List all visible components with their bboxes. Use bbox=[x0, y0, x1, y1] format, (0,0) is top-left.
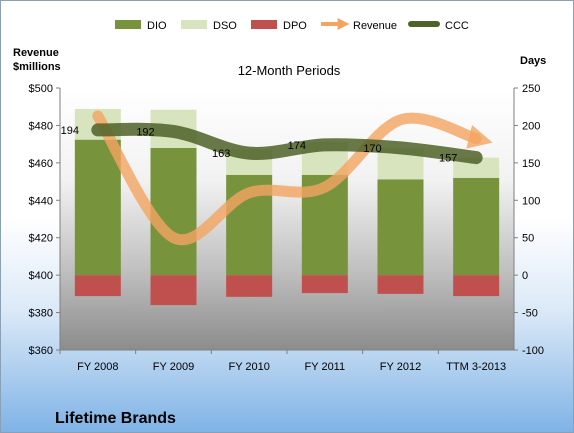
legend-label-ccc: CCC bbox=[445, 20, 469, 32]
right-axis-tick-label: -50 bbox=[522, 308, 538, 320]
left-axis-tick-label: $380 bbox=[29, 308, 53, 320]
legend-swatch-dpo bbox=[251, 20, 277, 29]
legend-swatch-dso bbox=[181, 20, 207, 29]
right-axis-tick-label: 100 bbox=[522, 195, 540, 207]
ccc-data-label: 174 bbox=[288, 140, 306, 152]
x-axis-category-label: FY 2010 bbox=[228, 361, 269, 373]
left-axis-tick-label: $480 bbox=[29, 120, 53, 132]
left-axis-tick-label: $440 bbox=[29, 195, 53, 207]
labels-layer: 194 192 163 174 170 157 bbox=[61, 125, 458, 165]
x-axis-category-label: FY 2009 bbox=[153, 361, 194, 373]
grid-layer: $360 $380 $400 $420 $440 $460 $480 $500 -100 -50 0… bbox=[29, 83, 545, 373]
ccc-data-label: 170 bbox=[363, 143, 381, 155]
ccc-data-label: 194 bbox=[61, 125, 79, 137]
x-axis-category-label: FY 2008 bbox=[77, 361, 118, 373]
legend-label-revenue: Revenue bbox=[353, 20, 397, 32]
ccc-data-label: 163 bbox=[212, 148, 230, 160]
company-name: Lifetime Brands bbox=[55, 410, 176, 427]
right-axis-tick-label: -100 bbox=[522, 345, 544, 357]
bar-dio bbox=[74, 139, 121, 276]
left-axis-tick-label: $460 bbox=[29, 158, 53, 170]
line-ccc bbox=[91, 122, 483, 165]
bar-dio bbox=[453, 177, 500, 276]
right-axis-tick-label: 150 bbox=[522, 158, 540, 170]
bar-dio bbox=[377, 179, 424, 276]
line-revenue bbox=[92, 110, 493, 246]
bar-dso bbox=[453, 157, 500, 178]
legend-label-dso: DSO bbox=[213, 20, 237, 32]
lines-layer bbox=[91, 110, 493, 246]
bar-dpo bbox=[377, 275, 424, 294]
bar-dio bbox=[150, 147, 197, 276]
x-axis-category-label: FY 2012 bbox=[380, 361, 421, 373]
left-axis-tick-label: $400 bbox=[29, 270, 53, 282]
ccc-data-label: 192 bbox=[136, 126, 154, 138]
chart-title: 12-Month Periods bbox=[238, 63, 341, 78]
bar-dpo bbox=[74, 275, 121, 297]
bar-dpo bbox=[226, 275, 273, 297]
right-axis-tick-label: 0 bbox=[522, 270, 528, 282]
legend-label-dpo: DPO bbox=[283, 20, 307, 32]
left-axis-tick-label: $500 bbox=[29, 83, 53, 95]
bar-dpo bbox=[301, 275, 348, 294]
right-axis-tick-label: 200 bbox=[522, 120, 540, 132]
legend-label-dio: DIO bbox=[147, 20, 167, 32]
bar-dpo bbox=[453, 275, 500, 297]
left-axis-title-line2: $millions bbox=[13, 61, 61, 73]
left-axis-tick-label: $420 bbox=[29, 233, 53, 245]
left-axis-tick-label: $360 bbox=[29, 345, 53, 357]
right-axis-tick-label: 50 bbox=[522, 233, 534, 245]
x-axis-category-label: TTM 3-2013 bbox=[446, 361, 506, 373]
left-axis-title-line1: Revenue bbox=[13, 47, 59, 59]
x-axis-category-label: FY 2011 bbox=[305, 361, 346, 373]
ccc-data-label: 157 bbox=[439, 153, 457, 165]
right-axis-tick-label: 250 bbox=[522, 83, 540, 95]
right-axis-title: Days bbox=[520, 55, 546, 67]
legend-swatch-dio bbox=[115, 20, 141, 29]
bar-dpo bbox=[150, 275, 197, 306]
legend: DIO DSO DPO Revenue CCC bbox=[115, 18, 469, 32]
